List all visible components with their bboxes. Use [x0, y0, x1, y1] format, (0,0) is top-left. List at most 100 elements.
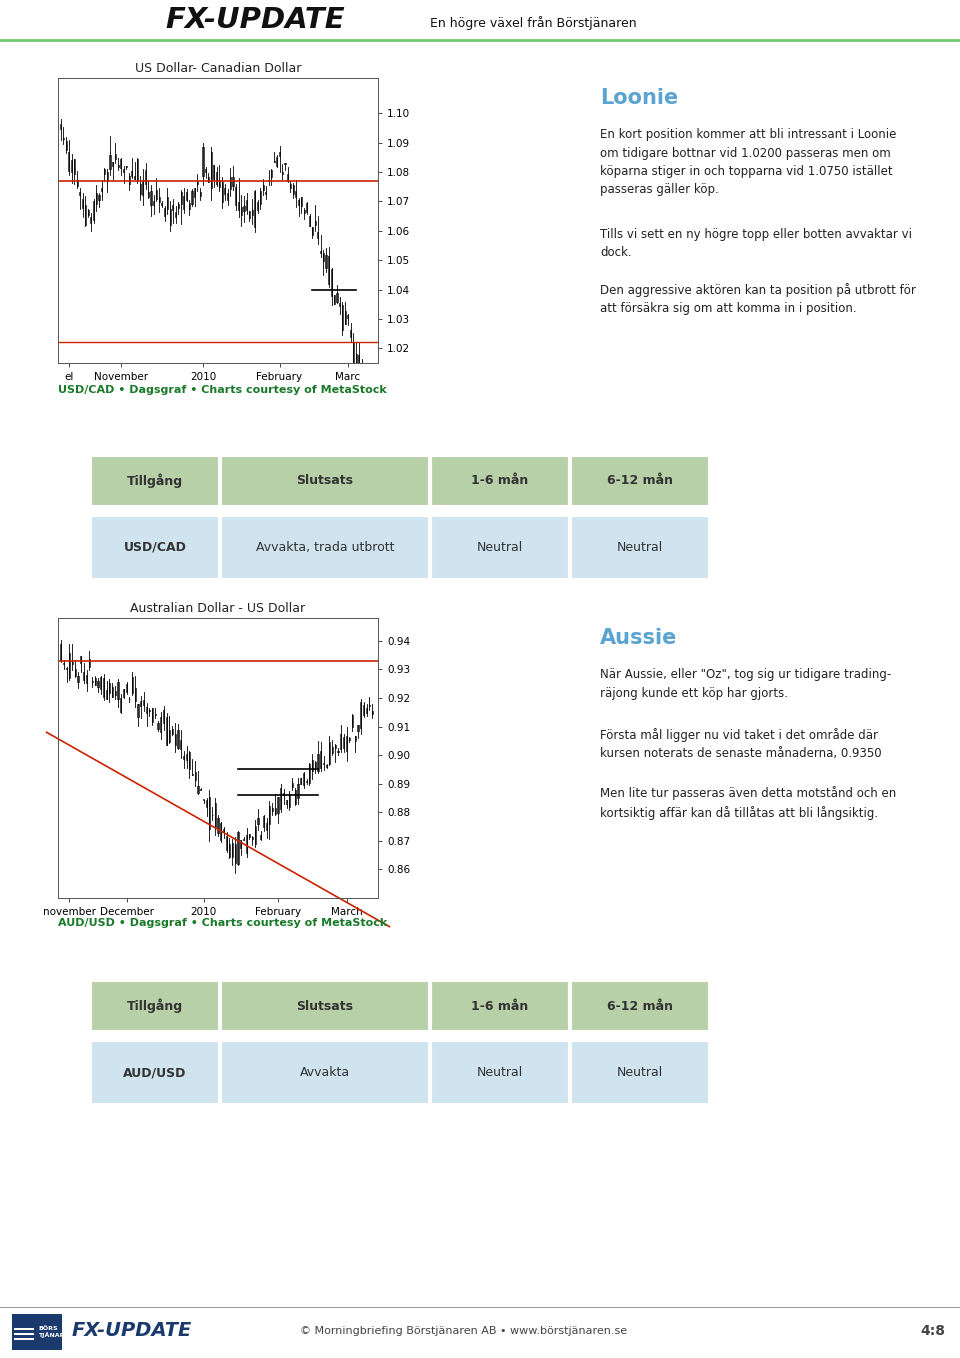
- Bar: [357, 725, 359, 731]
- Text: En högre växel från Börstjänaren: En högre växel från Börstjänaren: [430, 16, 636, 30]
- Bar: [296, 190, 297, 197]
- Bar: [280, 788, 281, 809]
- Bar: [221, 1042, 429, 1104]
- Bar: [342, 304, 343, 330]
- Bar: [108, 683, 110, 693]
- Bar: [210, 152, 212, 189]
- Bar: [295, 790, 296, 804]
- Bar: [354, 736, 356, 741]
- Text: AUD/USD • Dagsgraf • Charts courtesy of MetaStock: AUD/USD • Dagsgraf • Charts courtesy of …: [58, 918, 387, 928]
- Bar: [431, 516, 569, 579]
- Bar: [328, 255, 329, 284]
- Bar: [293, 185, 294, 194]
- Bar: [148, 191, 149, 197]
- Title: US Dollar- Canadian Dollar: US Dollar- Canadian Dollar: [134, 62, 301, 76]
- Bar: [263, 185, 264, 190]
- Bar: [345, 311, 346, 323]
- Text: Börstjänaren: Börstjänaren: [10, 10, 160, 30]
- Bar: [289, 793, 290, 807]
- Bar: [332, 747, 333, 752]
- Bar: [118, 164, 119, 167]
- Bar: [87, 209, 88, 215]
- Bar: [221, 980, 429, 1031]
- Bar: [335, 746, 336, 748]
- Bar: [234, 845, 236, 862]
- Bar: [231, 843, 233, 857]
- Bar: [106, 690, 108, 699]
- Text: Första mål ligger nu vid taket i det område där
kursen noterats de senaste månad: Första mål ligger nu vid taket i det omr…: [600, 728, 881, 760]
- Bar: [222, 182, 223, 201]
- Bar: [81, 656, 82, 663]
- Bar: [198, 786, 199, 793]
- Bar: [180, 191, 181, 204]
- Bar: [216, 172, 217, 185]
- Bar: [117, 682, 119, 699]
- Bar: [120, 698, 121, 712]
- Bar: [111, 687, 113, 697]
- Text: FX-UPDATE: FX-UPDATE: [165, 7, 345, 34]
- Bar: [372, 414, 373, 422]
- Bar: [126, 683, 127, 691]
- Bar: [571, 516, 709, 579]
- Bar: [370, 399, 371, 413]
- Bar: [266, 823, 267, 830]
- Bar: [60, 124, 61, 129]
- Bar: [287, 174, 288, 181]
- Bar: [77, 179, 78, 186]
- Bar: [91, 516, 219, 579]
- Bar: [14, 1332, 34, 1335]
- Bar: [315, 762, 316, 767]
- Bar: [303, 773, 304, 785]
- Text: Neutral: Neutral: [617, 540, 663, 554]
- Bar: [91, 456, 219, 507]
- Bar: [84, 205, 85, 224]
- Bar: [431, 1042, 569, 1104]
- Bar: [186, 754, 187, 760]
- Bar: [178, 204, 179, 208]
- Bar: [183, 756, 184, 759]
- Bar: [137, 703, 138, 717]
- Bar: [235, 187, 236, 205]
- Bar: [431, 980, 569, 1031]
- Bar: [156, 190, 157, 200]
- Bar: [431, 456, 569, 507]
- Bar: [240, 841, 241, 849]
- Bar: [189, 752, 190, 770]
- Bar: [336, 293, 338, 303]
- Bar: [191, 190, 193, 204]
- Bar: [351, 716, 353, 727]
- Bar: [363, 705, 364, 716]
- Bar: [265, 191, 267, 194]
- Bar: [360, 702, 361, 728]
- Text: 1-6 mån: 1-6 mån: [471, 474, 529, 488]
- Bar: [246, 835, 247, 853]
- Bar: [339, 303, 340, 306]
- Text: 4:8: 4:8: [920, 1324, 945, 1338]
- Text: Neutral: Neutral: [477, 540, 523, 554]
- Bar: [115, 155, 116, 159]
- Bar: [257, 818, 258, 824]
- Bar: [69, 653, 70, 678]
- Bar: [97, 682, 99, 687]
- Bar: [219, 181, 220, 186]
- Bar: [353, 342, 354, 367]
- Bar: [60, 644, 61, 660]
- Bar: [186, 193, 187, 201]
- Bar: [263, 816, 264, 827]
- Bar: [166, 717, 167, 744]
- Text: Tills vi sett en ny högre topp eller botten avvaktar vi
dock.: Tills vi sett en ny högre topp eller bot…: [600, 228, 912, 259]
- Bar: [249, 834, 250, 837]
- Bar: [12, 1315, 62, 1350]
- Bar: [215, 803, 216, 827]
- Text: BÖRS
TJÄNAREN: BÖRS TJÄNAREN: [38, 1325, 74, 1338]
- Bar: [151, 191, 152, 205]
- Bar: [213, 166, 214, 179]
- Text: Avvakta, trada utbrott: Avvakta, trada utbrott: [255, 540, 395, 554]
- Bar: [72, 661, 73, 664]
- Bar: [286, 800, 287, 804]
- Bar: [281, 172, 283, 174]
- Bar: [92, 680, 93, 682]
- Bar: [260, 191, 261, 204]
- Bar: [334, 295, 335, 304]
- Bar: [82, 198, 84, 208]
